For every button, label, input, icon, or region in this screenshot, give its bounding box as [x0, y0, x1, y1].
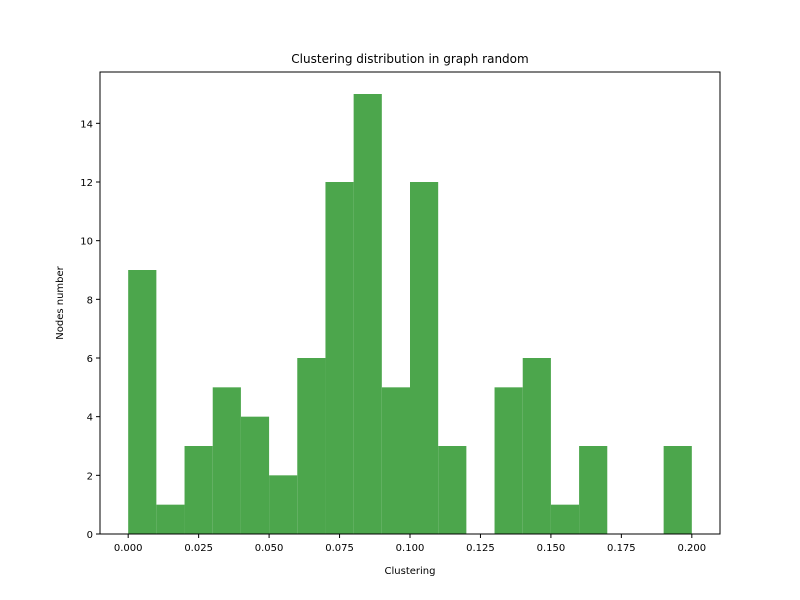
- chart-title: Clustering distribution in graph random: [291, 52, 528, 66]
- histogram-bar: [550, 504, 580, 534]
- histogram-bar: [297, 358, 326, 534]
- plot-frame: [99, 71, 721, 535]
- y-tick-label: 10: [80, 237, 93, 248]
- y-axis-ticks: 0 2 4 6 8 10 12 14: [80, 119, 100, 541]
- bars-group: [128, 94, 692, 534]
- histogram-bar: [128, 270, 157, 534]
- x-tick-label: 0.175: [607, 543, 636, 554]
- x-tick-label: 0.200: [677, 543, 706, 554]
- histogram-bar: [663, 446, 692, 534]
- y-tick-label: 4: [87, 413, 93, 424]
- histogram-bar: [325, 182, 354, 534]
- histogram-bar: [212, 387, 241, 534]
- x-axis-label: Clustering: [385, 566, 436, 577]
- x-tick-label: 0.150: [537, 543, 566, 554]
- x-tick-label: 0.025: [184, 543, 213, 554]
- x-axis-ticks: 0.000 0.025 0.050 0.075 0.100 0.125 0.150 0.175…: [114, 534, 706, 554]
- histogram-bar: [522, 358, 551, 534]
- histogram-bar: [438, 446, 467, 534]
- histogram-bar: [494, 387, 523, 534]
- histogram-bar: [184, 446, 213, 534]
- y-tick-label: 12: [80, 178, 93, 189]
- x-tick-label: 0.075: [325, 543, 354, 554]
- x-tick-label: 0.050: [255, 543, 284, 554]
- histogram-bar: [269, 475, 298, 534]
- x-tick-label: 0.100: [396, 543, 425, 554]
- x-tick-label: 0.125: [466, 543, 495, 554]
- histogram-bar: [240, 416, 270, 534]
- y-axis-label: Nodes number: [55, 265, 66, 339]
- y-tick-label: 0: [87, 530, 93, 541]
- y-tick-label: 8: [87, 295, 93, 306]
- histogram-bar: [410, 182, 439, 534]
- x-tick-label: 0.000: [114, 543, 143, 554]
- histogram-bar: [156, 504, 185, 534]
- y-tick-label: 14: [80, 119, 93, 130]
- histogram-bar: [353, 94, 382, 534]
- y-tick-label: 6: [87, 354, 93, 365]
- y-tick-label: 2: [87, 471, 93, 482]
- histogram-bar: [381, 387, 410, 534]
- histogram-bar: [579, 446, 608, 534]
